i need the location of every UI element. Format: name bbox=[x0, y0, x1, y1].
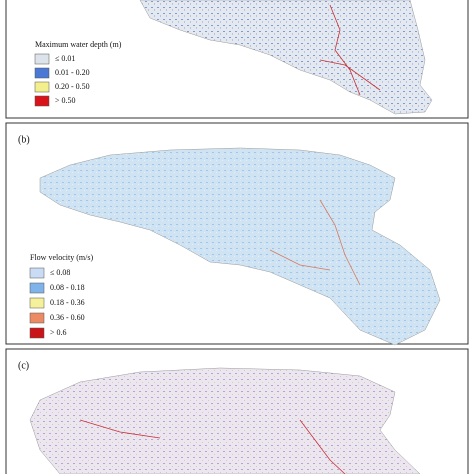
legend-label: ≤ 0.01 bbox=[55, 54, 75, 63]
legend-swatch bbox=[29, 267, 45, 279]
legend-label: 0.01 - 0.20 bbox=[55, 68, 90, 77]
panel-label: (c) bbox=[18, 360, 29, 371]
legend-label: 0.18 - 0.36 bbox=[50, 298, 85, 307]
panel-frame bbox=[5, 122, 469, 345]
legend-swatch bbox=[34, 95, 50, 107]
map-area bbox=[29, 367, 421, 474]
map-area bbox=[139, 0, 433, 115]
river bbox=[319, 4, 381, 96]
river bbox=[79, 419, 346, 474]
legend-label: > 0.50 bbox=[55, 96, 76, 105]
legend-label: 0.20 - 0.50 bbox=[55, 82, 90, 91]
river bbox=[269, 199, 361, 286]
panel-frame bbox=[5, 348, 469, 474]
panel-label: (b) bbox=[18, 134, 30, 145]
legend-swatch bbox=[34, 81, 50, 93]
legend-label: 0.36 - 0.60 bbox=[50, 313, 85, 322]
legend-swatch bbox=[34, 53, 50, 65]
legend-swatch bbox=[29, 327, 45, 339]
legend-swatch bbox=[29, 312, 45, 324]
legend-title: Maximum water depth (m) bbox=[35, 40, 122, 49]
legend-swatch bbox=[29, 282, 45, 294]
legend-swatch bbox=[29, 297, 45, 309]
legend-label: > 0.6 bbox=[50, 328, 67, 337]
legend-title: Flow velocity (m/s) bbox=[30, 253, 93, 262]
panel-frame bbox=[5, 0, 469, 119]
map-area bbox=[39, 147, 441, 346]
legend-label: 0.08 - 0.18 bbox=[50, 283, 85, 292]
legend-swatch bbox=[34, 67, 50, 79]
legend-label: ≤ 0.08 bbox=[50, 268, 70, 277]
